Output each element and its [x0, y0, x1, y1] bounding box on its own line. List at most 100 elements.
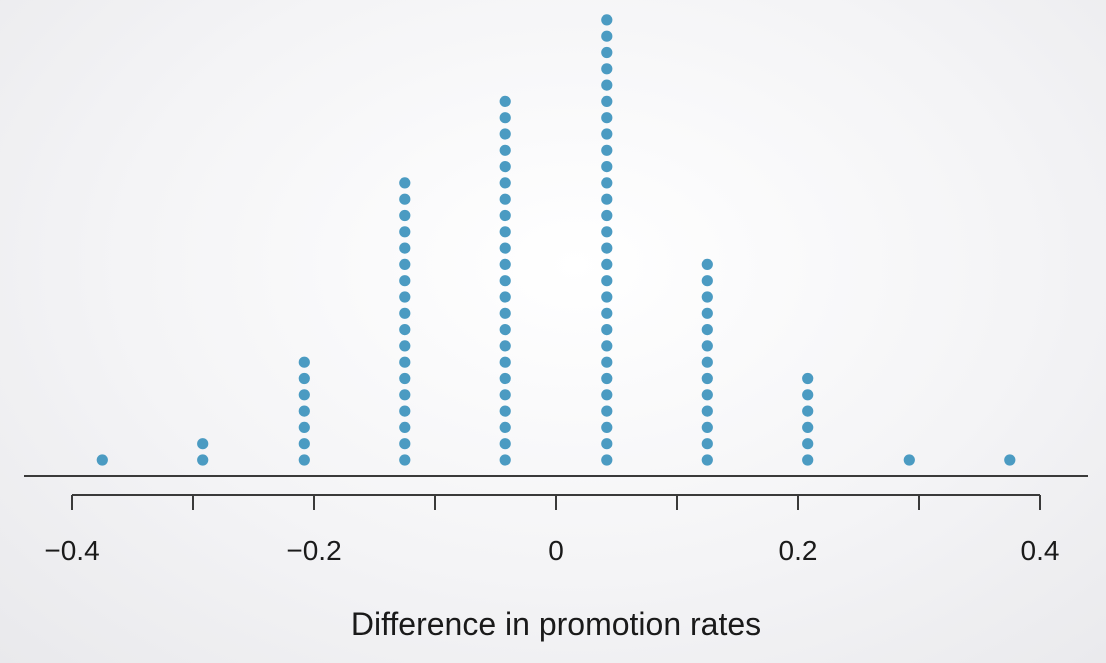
data-point: [499, 438, 511, 450]
data-point: [399, 242, 411, 254]
data-point: [601, 226, 613, 238]
data-point: [601, 209, 613, 222]
data-point: [298, 421, 310, 433]
data-point: [601, 438, 613, 450]
data-point: [399, 226, 411, 238]
data-point: [701, 340, 713, 352]
data-point: [802, 421, 814, 433]
data-point: [601, 307, 613, 319]
data-point: [399, 307, 411, 319]
data-point: [499, 372, 511, 385]
data-point: [399, 291, 411, 303]
data-point: [399, 372, 411, 385]
data-point: [601, 291, 613, 303]
data-point: [601, 340, 613, 352]
data-point: [601, 177, 613, 189]
data-point: [298, 405, 310, 417]
data-point: [701, 324, 713, 336]
data-point: [399, 438, 411, 450]
data-point: [601, 193, 613, 205]
data-point: [701, 438, 713, 450]
data-point: [399, 324, 411, 336]
x-tick-label: 0: [548, 535, 564, 566]
x-tick-label: 0.2: [779, 535, 818, 566]
data-point: [499, 421, 511, 433]
x-tick-label: −0.4: [44, 535, 99, 566]
data-point: [701, 291, 713, 303]
data-point: [499, 389, 511, 401]
data-point: [701, 421, 713, 433]
data-point: [601, 128, 613, 140]
data-point: [499, 226, 511, 238]
data-point: [601, 389, 613, 401]
data-point: [499, 454, 511, 466]
data-point: [197, 438, 209, 450]
dots-layer: [96, 14, 1016, 466]
data-point: [802, 454, 814, 466]
data-point: [399, 193, 411, 205]
data-point: [399, 389, 411, 401]
data-point: [601, 275, 613, 287]
data-point: [499, 258, 511, 270]
data-point: [701, 405, 713, 417]
data-point: [601, 46, 613, 59]
data-point: [399, 258, 411, 270]
data-point: [499, 209, 511, 222]
data-point: [399, 209, 411, 222]
data-point: [601, 421, 613, 433]
x-tick-label: 0.4: [1021, 535, 1060, 566]
data-point: [499, 356, 511, 368]
data-point: [499, 242, 511, 254]
data-point: [701, 372, 713, 385]
data-point: [701, 275, 713, 287]
data-point: [499, 161, 511, 173]
data-point: [96, 454, 108, 466]
data-point: [701, 389, 713, 401]
x-axis-title: Difference in promotion rates: [351, 606, 761, 642]
data-point: [701, 307, 713, 319]
data-point: [601, 161, 613, 173]
data-point: [802, 438, 814, 450]
data-point: [499, 128, 511, 140]
data-point: [499, 144, 511, 156]
data-point: [499, 324, 511, 336]
data-point: [701, 454, 713, 466]
data-point: [298, 372, 310, 385]
data-point: [701, 258, 713, 270]
x-axis: −0.4 −0.2 0 0.2 0.4: [44, 494, 1060, 566]
data-point: [298, 389, 310, 401]
data-point: [399, 356, 411, 368]
data-point: [601, 405, 613, 417]
data-point: [298, 438, 310, 450]
data-point: [601, 63, 613, 75]
data-point: [298, 356, 310, 368]
data-point: [903, 454, 915, 466]
data-point: [499, 95, 511, 107]
data-point: [499, 405, 511, 417]
data-point: [601, 258, 613, 270]
data-point: [601, 144, 613, 156]
data-point: [499, 275, 511, 287]
data-point: [399, 454, 411, 466]
data-point: [399, 340, 411, 352]
data-point: [601, 79, 613, 91]
data-point: [499, 307, 511, 319]
x-tick-label: −0.2: [286, 535, 341, 566]
data-point: [601, 30, 613, 42]
data-point: [399, 275, 411, 287]
data-point: [499, 291, 511, 303]
data-point: [802, 372, 814, 385]
data-point: [601, 356, 613, 368]
data-point: [601, 14, 613, 26]
data-point: [601, 112, 613, 124]
data-point: [499, 112, 511, 124]
data-point: [601, 95, 613, 107]
data-point: [601, 324, 613, 336]
data-point: [399, 405, 411, 417]
data-point: [399, 177, 411, 189]
data-point: [601, 454, 613, 466]
data-point: [499, 177, 511, 189]
data-point: [601, 372, 613, 385]
data-point: [802, 405, 814, 417]
